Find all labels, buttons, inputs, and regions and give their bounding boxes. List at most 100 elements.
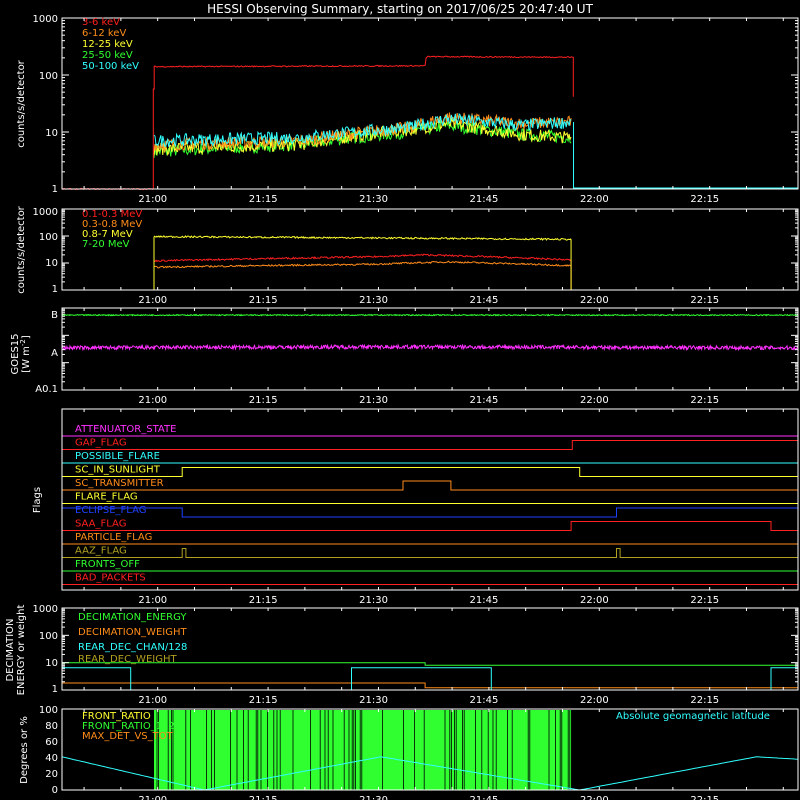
legend-entry: MAX_DET_VS_TOT: [82, 731, 174, 742]
ytick-label: 100: [39, 631, 58, 642]
flag-label: PARTICLE_FLAG: [75, 532, 152, 543]
panel-spectrum-ylabel: counts/s/detector: [16, 59, 27, 147]
flag-label: AAZ_FLAG: [75, 546, 127, 557]
flag-line: [62, 440, 798, 450]
xtick-label: 22:15: [690, 295, 719, 306]
ytick-label: A0.1: [35, 384, 58, 395]
ytick-label: 60: [45, 737, 58, 748]
xtick-label: 21:45: [470, 194, 499, 205]
xtick-label: 21:30: [359, 194, 388, 205]
panel-decimation-ylabel: DECIMATION: [5, 618, 16, 681]
xtick-label: 22:15: [690, 695, 719, 706]
panel-decimation: DECIMATION ENERGY or weight 1 10 100 100…: [5, 604, 799, 706]
legend-entry: 0.3-0.8 MeV: [82, 219, 142, 230]
legend-entry: DECIMATION_WEIGHT: [78, 627, 187, 638]
panel-flags-ylabel: Flags: [32, 487, 43, 513]
legend-entry: 25-50 keV: [82, 50, 133, 61]
xtick-label: 21:30: [359, 395, 388, 406]
xtick-label: 21:00: [138, 695, 167, 706]
panel-goes-frame: [61, 307, 799, 391]
ytick-label: 1: [52, 184, 58, 195]
legend-entry: FRONT_RATIO: [82, 711, 151, 722]
series-line: [153, 235, 572, 241]
latitude-line: [61, 756, 799, 791]
flag-label: FRONTS_OFF: [75, 559, 140, 570]
panel-spectrum: counts/s/detector 1 10 100 1000 3-6 keV …: [16, 14, 799, 205]
xtick-label: 22:15: [690, 395, 719, 406]
legend-entry: 12-25 keV: [82, 39, 133, 50]
xtick-label: 22:15: [690, 795, 719, 800]
xtick-label: 22:00: [580, 395, 609, 406]
panel-gamma-frame: [61, 208, 799, 291]
legend-entry: 50-100 keV: [82, 61, 139, 72]
series-step: [62, 662, 798, 666]
xtick-label: 21:30: [359, 695, 388, 706]
legend-entry: 0.8-7 MeV: [82, 229, 133, 240]
legend-entry: REAR_DEC_CHAN/128: [78, 642, 187, 653]
panel-ratio-ylabel: Degrees or %: [19, 716, 30, 784]
legend: DECIMATION_ENERGY DECIMATION_WEIGHT REAR…: [78, 612, 187, 665]
flag-line: [62, 480, 798, 491]
xtick-label: 21:15: [249, 395, 278, 406]
flag-label: BAD_PACKETS: [75, 573, 146, 584]
legend: 0.1-0.3 MeV 0.3-0.8 MeV 0.8-7 MeV 7-20 M…: [82, 209, 142, 250]
series-step: [62, 667, 798, 691]
xtick-label: 21:00: [138, 194, 167, 205]
xtick-label: 22:00: [580, 695, 609, 706]
panel-goes-ylabel: GOES15: [10, 333, 21, 374]
xtick-label: 22:00: [580, 595, 609, 606]
panel-flags-frame: [61, 408, 799, 591]
legend-entry: 6-12 keV: [82, 28, 126, 39]
legend-entry: FRONT_RATIO_1225: [82, 721, 181, 732]
ytick-label: 1000: [33, 604, 58, 615]
annotation-geomagnetic: Absolute geomagnetic latitude: [616, 711, 770, 722]
legend: FRONT_RATIO FRONT_RATIO_1225 MAX_DET_VS_…: [82, 711, 770, 742]
xtick-label: 21:45: [470, 695, 499, 706]
xtick-label: 21:00: [138, 795, 167, 800]
xtick-label: 22:15: [690, 595, 719, 606]
ytick-label: 1: [52, 284, 58, 295]
flag-label: SAA_FLAG: [75, 519, 126, 530]
figure-title: HESSI Observing Summary, starting on 201…: [207, 2, 593, 16]
xtick-label: 21:45: [470, 795, 499, 800]
panel-decimation-ylabel-2: ENERGY or weight: [16, 605, 27, 696]
legend-entry: REAR_DEC_WEIGHT: [78, 654, 177, 665]
ytick-label: 1: [52, 684, 58, 695]
xtick-label: 22:00: [580, 194, 609, 205]
xtick-label: 21:45: [470, 595, 499, 606]
ytick-label: 80: [45, 721, 58, 732]
ytick-label: 100: [39, 232, 58, 243]
series-line: [61, 343, 799, 352]
xtick-label: 21:45: [470, 395, 499, 406]
ytick-label: 100: [39, 705, 58, 716]
xtick-label: 21:15: [249, 295, 278, 306]
panel-ratio: Degrees or % 0 20 40 60 80 100 FRONT_RAT…: [19, 705, 799, 800]
ytick-label: 1000: [33, 14, 58, 25]
xtick-label: 21:15: [249, 695, 278, 706]
flag-label: FLARE_FLAG: [75, 492, 138, 503]
flag-label: SC_IN_SUNLIGHT: [75, 465, 161, 476]
ytick-label: 10: [45, 658, 58, 669]
xtick-label: 22:15: [690, 194, 719, 205]
ytick-label: B: [51, 310, 58, 321]
legend-entry: 0.1-0.3 MeV: [82, 209, 142, 220]
series-step: [62, 682, 798, 689]
panel-flags: Flags ATTENUATOR_STATE GAP_FLAG POSSIBLE_F…: [32, 408, 799, 606]
ytick-label: 10: [45, 258, 58, 269]
flag-line: [62, 521, 798, 531]
xtick-label: 22:00: [580, 295, 609, 306]
flag-label: ECLIPSE_FLAG: [75, 505, 146, 516]
legend-entry: 3-6 keV: [82, 17, 120, 28]
panel-gamma: counts/s/detector 1 10 100 1000 0.1-0.3 …: [16, 205, 799, 306]
flag-label: SC_TRANSMITTER: [75, 478, 164, 489]
flag-label: POSSIBLE_FLARE: [75, 451, 160, 462]
xtick-label: 21:45: [470, 295, 499, 306]
xtick-label: 21:15: [249, 595, 278, 606]
xtick-label: 21:30: [359, 595, 388, 606]
series-line: [153, 260, 572, 269]
panel-decimation-frame: [61, 607, 799, 691]
xtick-label: 21:30: [359, 795, 388, 800]
xtick-label: 22:00: [580, 795, 609, 800]
xtick-label: 21:15: [249, 194, 278, 205]
